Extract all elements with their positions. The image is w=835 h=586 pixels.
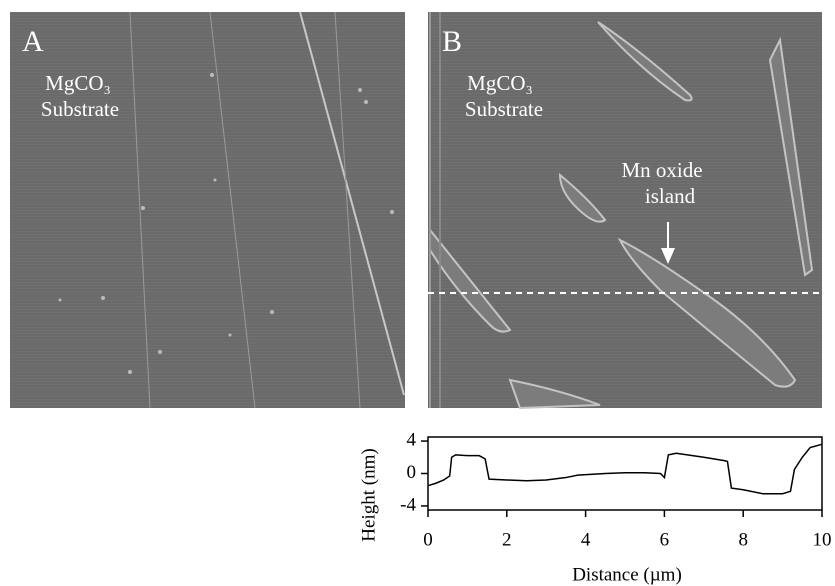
- panel-letter: B: [442, 25, 462, 58]
- afm-features-a: [58, 11, 405, 409]
- x-tick-label: 10: [813, 529, 832, 550]
- arrowhead: [661, 248, 675, 264]
- y-tick-label: -4: [400, 494, 416, 515]
- afm-features-b: [429, 12, 814, 410]
- profile-trace: [427, 443, 823, 495]
- y-tick-label: 0: [407, 462, 417, 483]
- annotation: Mn oxide: [621, 158, 702, 182]
- x-tick-label: 2: [502, 529, 512, 550]
- x-tick-label: 8: [738, 529, 748, 550]
- panel-letter: A: [22, 25, 44, 58]
- x-tick-label: 6: [660, 529, 670, 550]
- panel-label: Substrate: [41, 97, 119, 121]
- y-axis-label: Height (nm): [358, 448, 379, 541]
- panel-label: MgCO₃: [45, 71, 111, 95]
- x-axis-label: Distance (µm): [572, 564, 682, 585]
- y-tick-label: 4: [407, 429, 417, 450]
- panel-label: Substrate: [465, 97, 543, 121]
- x-tick-label: 0: [423, 529, 433, 550]
- annotation: island: [645, 184, 696, 208]
- panel-label: MgCO₃: [467, 71, 533, 95]
- x-tick-label: 4: [581, 529, 591, 550]
- plot-frame: [427, 436, 823, 511]
